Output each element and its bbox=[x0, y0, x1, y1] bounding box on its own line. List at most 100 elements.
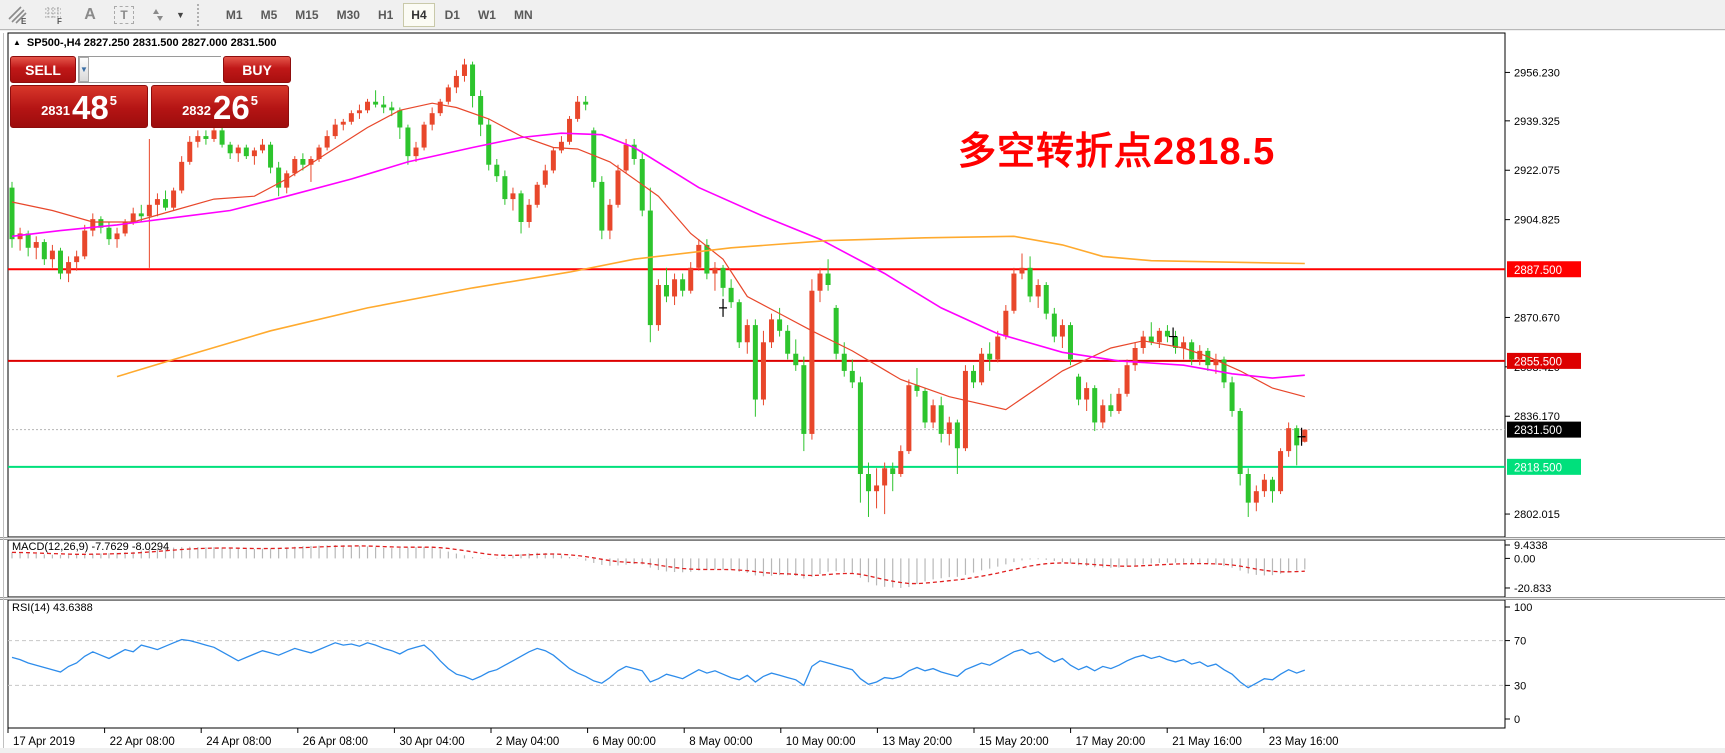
rsi-axis-label: 30 bbox=[1514, 680, 1526, 692]
candle-body bbox=[122, 222, 128, 234]
candle-body bbox=[211, 130, 217, 139]
pane-splitter[interactable] bbox=[0, 538, 1725, 539]
sell-button[interactable]: SELL bbox=[10, 56, 76, 83]
candle-body bbox=[1245, 474, 1251, 503]
candle-body bbox=[381, 104, 387, 108]
candle-body bbox=[324, 136, 330, 148]
timeframe-button-d1[interactable]: D1 bbox=[444, 7, 460, 22]
chevron-down-icon[interactable]: ▼ bbox=[176, 9, 185, 20]
collapse-arrow-icon[interactable]: ▲ bbox=[13, 38, 21, 47]
candle-body bbox=[1067, 325, 1073, 360]
grid-icon[interactable]: F bbox=[42, 4, 66, 26]
candle-body bbox=[284, 173, 290, 188]
candle-body bbox=[41, 242, 47, 260]
ask-price-box[interactable]: 2832 26 5 bbox=[151, 85, 289, 128]
timeframe-button-mn[interactable]: MN bbox=[513, 7, 533, 22]
rsi-pane[interactable] bbox=[7, 599, 1506, 729]
timeframe-button-m30[interactable]: M30 bbox=[336, 7, 360, 22]
cursor-cross-marker[interactable] bbox=[719, 298, 728, 317]
ma-magenta bbox=[11, 132, 1305, 379]
candle-body bbox=[235, 147, 241, 154]
candle-body bbox=[1229, 382, 1235, 411]
timeframe-button-h1[interactable]: H1 bbox=[377, 7, 394, 22]
candle-body bbox=[356, 110, 362, 114]
candle-body bbox=[777, 319, 783, 331]
candle-body bbox=[542, 170, 548, 185]
candle-body bbox=[1035, 285, 1041, 297]
price-level-badge bbox=[1507, 352, 1581, 369]
candle-body bbox=[954, 422, 960, 449]
current-price-badge bbox=[1507, 421, 1581, 438]
candle-body bbox=[599, 181, 605, 231]
candle-body bbox=[98, 219, 104, 228]
bid-price-pips: 5 bbox=[109, 93, 117, 108]
candle-body bbox=[82, 230, 88, 257]
price-level-badge-text: 2887.500 bbox=[1514, 265, 1562, 277]
candle-body bbox=[502, 176, 508, 200]
time-axis-label: 26 Apr 08:00 bbox=[303, 736, 368, 748]
candle-body bbox=[57, 250, 63, 274]
volume-decrease-button[interactable]: ▼ bbox=[79, 57, 89, 82]
buy-button[interactable]: BUY bbox=[223, 56, 291, 83]
bid-price-main: 48 bbox=[71, 89, 109, 126]
candle-body bbox=[389, 107, 395, 111]
cursor-cross-marker[interactable] bbox=[1169, 327, 1178, 346]
candle-body bbox=[1124, 365, 1130, 394]
ask-price-prefix: 2832 bbox=[182, 103, 211, 118]
candle-body bbox=[946, 422, 952, 434]
candle-body bbox=[550, 150, 556, 171]
time-axis-label: 2 May 04:00 bbox=[496, 736, 559, 748]
timeframe-button-h4[interactable]: H4 bbox=[403, 2, 435, 27]
candle-body bbox=[9, 187, 15, 240]
candle-body bbox=[1140, 336, 1146, 348]
price-axis-label: 2870.670 bbox=[1514, 312, 1560, 324]
candle-body bbox=[1011, 273, 1017, 311]
candle-body bbox=[203, 136, 209, 139]
time-axis-label: 17 Apr 2019 bbox=[13, 736, 75, 748]
candle-body bbox=[413, 147, 419, 157]
candle-body bbox=[849, 370, 855, 383]
candle-body bbox=[567, 118, 573, 142]
candle-body bbox=[615, 170, 621, 205]
candle-body bbox=[841, 353, 847, 371]
ask-price-main: 26 bbox=[212, 89, 250, 126]
candle-body bbox=[49, 250, 55, 260]
timeframe-button-m1[interactable]: M1 bbox=[225, 7, 243, 22]
candle-body bbox=[736, 302, 742, 343]
cursor-cross-marker[interactable] bbox=[1297, 427, 1306, 446]
time-axis-label: 6 May 00:00 bbox=[593, 736, 656, 748]
bid-price-box[interactable]: 2831 48 5 bbox=[10, 85, 148, 128]
bid-price-prefix: 2831 bbox=[41, 103, 70, 118]
time-axis-label: 17 May 20:00 bbox=[1076, 736, 1146, 748]
text-label-icon[interactable]: A bbox=[84, 5, 96, 23]
candle-body bbox=[74, 256, 80, 263]
candle-body bbox=[1092, 388, 1098, 423]
candle-body bbox=[445, 87, 451, 102]
candle-body bbox=[1108, 405, 1114, 411]
candle-body bbox=[187, 141, 193, 162]
rsi-label: RSI(14) 43.6388 bbox=[12, 602, 93, 614]
candle-body bbox=[171, 190, 177, 208]
candle-body bbox=[219, 130, 225, 145]
candle-body bbox=[583, 101, 589, 105]
ask-price-pips: 5 bbox=[250, 93, 258, 108]
text-box-icon[interactable]: T bbox=[114, 5, 134, 24]
timeframe-button-m5[interactable]: M5 bbox=[260, 7, 278, 22]
timeframe-button-m15[interactable]: M15 bbox=[295, 7, 319, 22]
candle-body bbox=[647, 210, 653, 326]
indicators-icon[interactable]: E bbox=[6, 4, 30, 26]
timeframe-button-w1[interactable]: W1 bbox=[477, 7, 496, 22]
candle-body bbox=[300, 159, 306, 165]
candle-body bbox=[470, 64, 476, 96]
pane-splitter[interactable] bbox=[0, 598, 1725, 599]
candle-body bbox=[744, 325, 750, 343]
candle-body bbox=[227, 144, 233, 154]
price-axis-label: 2922.075 bbox=[1514, 165, 1560, 177]
arrange-arrows-icon[interactable] bbox=[146, 4, 170, 26]
candle-body bbox=[857, 382, 863, 474]
candle-body bbox=[1286, 428, 1292, 452]
toolbar-separator bbox=[196, 3, 202, 26]
candle-body bbox=[1181, 342, 1187, 348]
candle-body bbox=[1156, 330, 1162, 343]
